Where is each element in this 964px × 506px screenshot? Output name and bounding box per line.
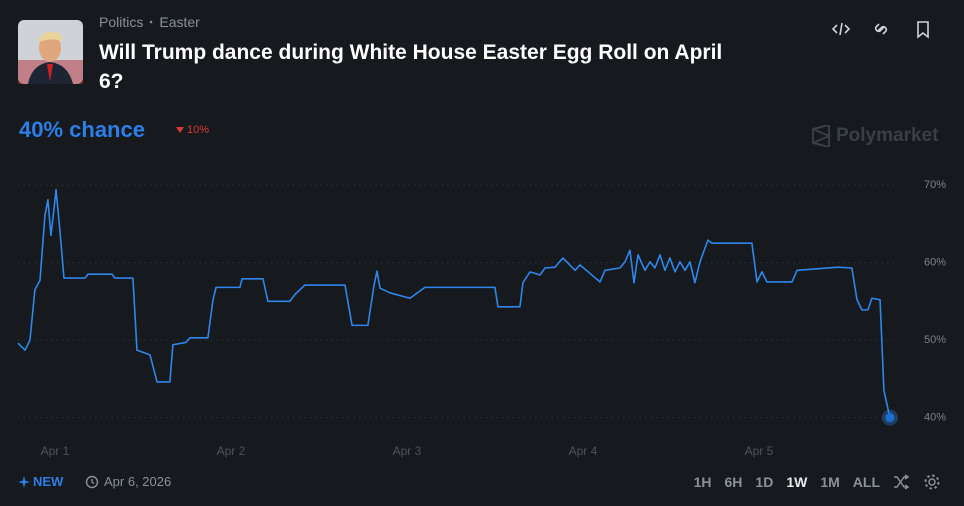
market-title: Will Trump dance during White House East…: [99, 41, 723, 93]
sparkle: [18, 475, 30, 488]
range-button[interactable]: 1M: [820, 474, 840, 490]
new-badge: NEW: [18, 474, 63, 489]
range-button[interactable]: 1D: [755, 474, 774, 490]
range-button[interactable]: ALL: [852, 474, 880, 490]
change-value: 10%: [187, 124, 210, 136]
x-tick-label: Apr 3: [393, 444, 422, 458]
y-tick-label: 60%: [924, 256, 946, 268]
brand-name: Polymarket: [836, 125, 939, 146]
end-date: Apr 6, 2026: [85, 474, 171, 489]
category[interactable]: Politics: [99, 14, 144, 30]
x-tick-label: Apr 1: [41, 444, 70, 458]
badge-text: NEW: [33, 474, 64, 489]
brand-logo: [812, 125, 832, 147]
x-tick-label: Apr 2: [217, 444, 246, 458]
toolbar[interactable]: [832, 18, 942, 40]
range-button[interactable]: 6H: [724, 474, 743, 490]
y-tick-label: 50%: [924, 334, 946, 346]
range-selector[interactable]: 1H 6H 1D 1W 1M ALL: [681, 474, 880, 490]
range-button[interactable]: 1W: [786, 474, 808, 490]
date-text: Apr 6, 2026: [104, 474, 172, 489]
change: 10%: [175, 124, 209, 136]
category[interactable]: Easter: [159, 14, 200, 30]
avatar: [18, 20, 83, 84]
brand: Polymarket: [810, 125, 938, 147]
y-tick-label: 40%: [924, 412, 946, 424]
chart: 40% 50% 60% 70% Apr 1 Apr 2 Apr 3 Apr 4 Apr 5: [17, 179, 946, 458]
chart-controls[interactable]: [892, 473, 946, 491]
end-point: [885, 413, 895, 423]
chance: 40% chance: [19, 117, 145, 142]
price-line: [17, 188, 891, 418]
down-arrow: [176, 127, 184, 133]
clock: [85, 475, 99, 488]
breadcrumb: Politics Easter: [99, 14, 200, 30]
x-tick-label: Apr 5: [745, 444, 774, 458]
separator: [150, 20, 153, 24]
y-tick-label: 70%: [924, 179, 946, 191]
x-tick-label: Apr 4: [569, 444, 598, 458]
range-button[interactable]: 1H: [693, 474, 712, 490]
